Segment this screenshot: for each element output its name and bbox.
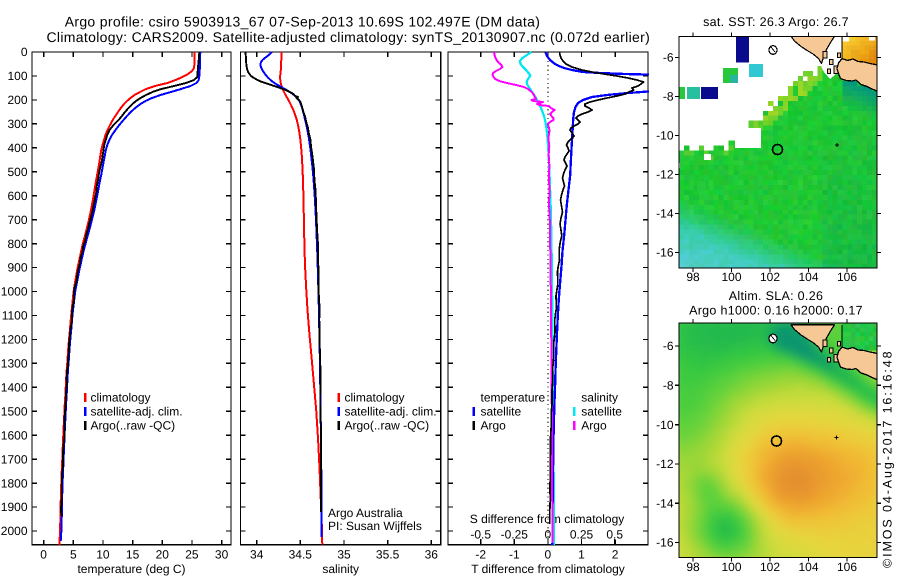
svg-text:2000: 2000 <box>1 524 28 538</box>
svg-text:salinity: salinity <box>322 562 359 576</box>
svg-text:0.5: 0.5 <box>606 528 623 542</box>
svg-text:-16: -16 <box>656 536 674 550</box>
svg-text:300: 300 <box>7 117 27 131</box>
svg-text:sat. SST: 26.3 Argo: 26.7: sat. SST: 26.3 Argo: 26.7 <box>703 15 849 29</box>
svg-text:-12: -12 <box>656 168 674 182</box>
svg-text:1700: 1700 <box>1 452 28 466</box>
svg-text:1500: 1500 <box>1 404 28 418</box>
svg-text:104: 104 <box>798 560 818 574</box>
svg-text:Argo(..raw -QC): Argo(..raw -QC) <box>345 419 430 433</box>
svg-text:1400: 1400 <box>1 381 28 395</box>
svg-text:Argo: Argo <box>481 419 507 433</box>
svg-text:20: 20 <box>156 548 170 562</box>
svg-text:1100: 1100 <box>2 309 28 323</box>
svg-text:35: 35 <box>337 548 351 562</box>
svg-text:-0.25: -0.25 <box>501 528 529 542</box>
svg-text:1000: 1000 <box>1 285 28 299</box>
svg-text:-14: -14 <box>656 207 674 221</box>
svg-text:climatology: climatology <box>345 391 405 405</box>
svg-text:-6: -6 <box>663 339 674 353</box>
svg-text:-8: -8 <box>663 90 674 104</box>
svg-text:200: 200 <box>7 93 27 107</box>
svg-text:1200: 1200 <box>1 333 28 347</box>
svg-text:600: 600 <box>7 189 27 203</box>
svg-text:Argo Australia: Argo Australia <box>328 506 403 520</box>
svg-text:0.25: 0.25 <box>570 528 594 542</box>
svg-text:5: 5 <box>70 548 77 562</box>
svg-text:102: 102 <box>760 560 780 574</box>
svg-text:500: 500 <box>7 165 27 179</box>
svg-text:-12: -12 <box>656 457 674 471</box>
svg-text:Argo(..raw -QC): Argo(..raw -QC) <box>91 419 176 433</box>
svg-text:106: 106 <box>837 560 857 574</box>
svg-text:98: 98 <box>686 270 700 284</box>
svg-text:0: 0 <box>21 45 28 59</box>
svg-text:Altim. SLA: 0.26: Altim. SLA: 0.26 <box>729 289 823 303</box>
svg-text:25: 25 <box>185 548 199 562</box>
svg-text:1300: 1300 <box>1 357 28 371</box>
svg-text:Argo profile: csiro 5903913_67: Argo profile: csiro 5903913_67 07-Sep-20… <box>65 13 541 29</box>
svg-text:1600: 1600 <box>1 428 28 442</box>
svg-text:1: 1 <box>578 548 585 562</box>
svg-text:-10: -10 <box>656 418 674 432</box>
svg-text:©IMOS 04-Aug-2017 16:16:48: ©IMOS 04-Aug-2017 16:16:48 <box>881 350 895 568</box>
svg-text:36: 36 <box>425 548 439 562</box>
svg-text:100: 100 <box>7 69 27 83</box>
svg-text:30: 30 <box>215 548 229 562</box>
svg-text:800: 800 <box>7 237 27 251</box>
svg-text:104: 104 <box>798 270 818 284</box>
svg-text:2: 2 <box>612 548 619 562</box>
svg-text:temperature (deg C): temperature (deg C) <box>77 562 185 576</box>
svg-text:100: 100 <box>721 560 741 574</box>
svg-text:35.5: 35.5 <box>376 548 400 562</box>
svg-text:-10: -10 <box>656 129 674 143</box>
svg-text:T difference from climatology: T difference from climatology <box>471 562 625 576</box>
svg-text:-8: -8 <box>663 379 674 393</box>
svg-text:Climatology: CARS2009. Satelli: Climatology: CARS2009. Satellite-adjuste… <box>47 29 651 45</box>
svg-text:34.5: 34.5 <box>289 548 313 562</box>
svg-text:satellite-adj. clim.: satellite-adj. clim. <box>345 405 437 419</box>
svg-text:-0.5: -0.5 <box>470 528 491 542</box>
svg-text:1800: 1800 <box>1 476 28 490</box>
svg-text:-16: -16 <box>656 246 674 260</box>
svg-text:satellite: satellite <box>581 405 622 419</box>
svg-text:-1: -1 <box>509 548 520 562</box>
svg-text:700: 700 <box>7 213 27 227</box>
svg-text:Argo: Argo <box>581 419 607 433</box>
svg-text:900: 900 <box>7 261 27 275</box>
svg-text:temperature: temperature <box>481 391 546 405</box>
svg-text:S difference from climatology: S difference from climatology <box>470 512 625 526</box>
svg-text:400: 400 <box>7 141 27 155</box>
svg-text:-14: -14 <box>656 496 674 510</box>
svg-text:0: 0 <box>40 548 47 562</box>
svg-text:Argo h1000: 0.16 h2000: 0.17: Argo h1000: 0.16 h2000: 0.17 <box>689 303 863 317</box>
svg-text:98: 98 <box>686 560 700 574</box>
svg-text:1900: 1900 <box>1 500 28 514</box>
svg-text:salinity: salinity <box>581 391 618 405</box>
svg-text:34: 34 <box>250 548 264 562</box>
svg-text:PI: Susan Wijffels: PI: Susan Wijffels <box>328 519 422 533</box>
svg-text:-6: -6 <box>663 51 674 65</box>
svg-text:satellite-adj. clim.: satellite-adj. clim. <box>91 405 183 419</box>
svg-text:15: 15 <box>126 548 140 562</box>
svg-text:-2: -2 <box>475 548 486 562</box>
svg-text:100: 100 <box>721 270 741 284</box>
svg-text:0: 0 <box>545 528 552 542</box>
svg-text:0: 0 <box>545 548 552 562</box>
svg-text:satellite: satellite <box>481 405 522 419</box>
svg-text:climatology: climatology <box>91 391 151 405</box>
svg-text:102: 102 <box>760 270 780 284</box>
svg-text:106: 106 <box>837 270 857 284</box>
svg-text:10: 10 <box>96 548 110 562</box>
